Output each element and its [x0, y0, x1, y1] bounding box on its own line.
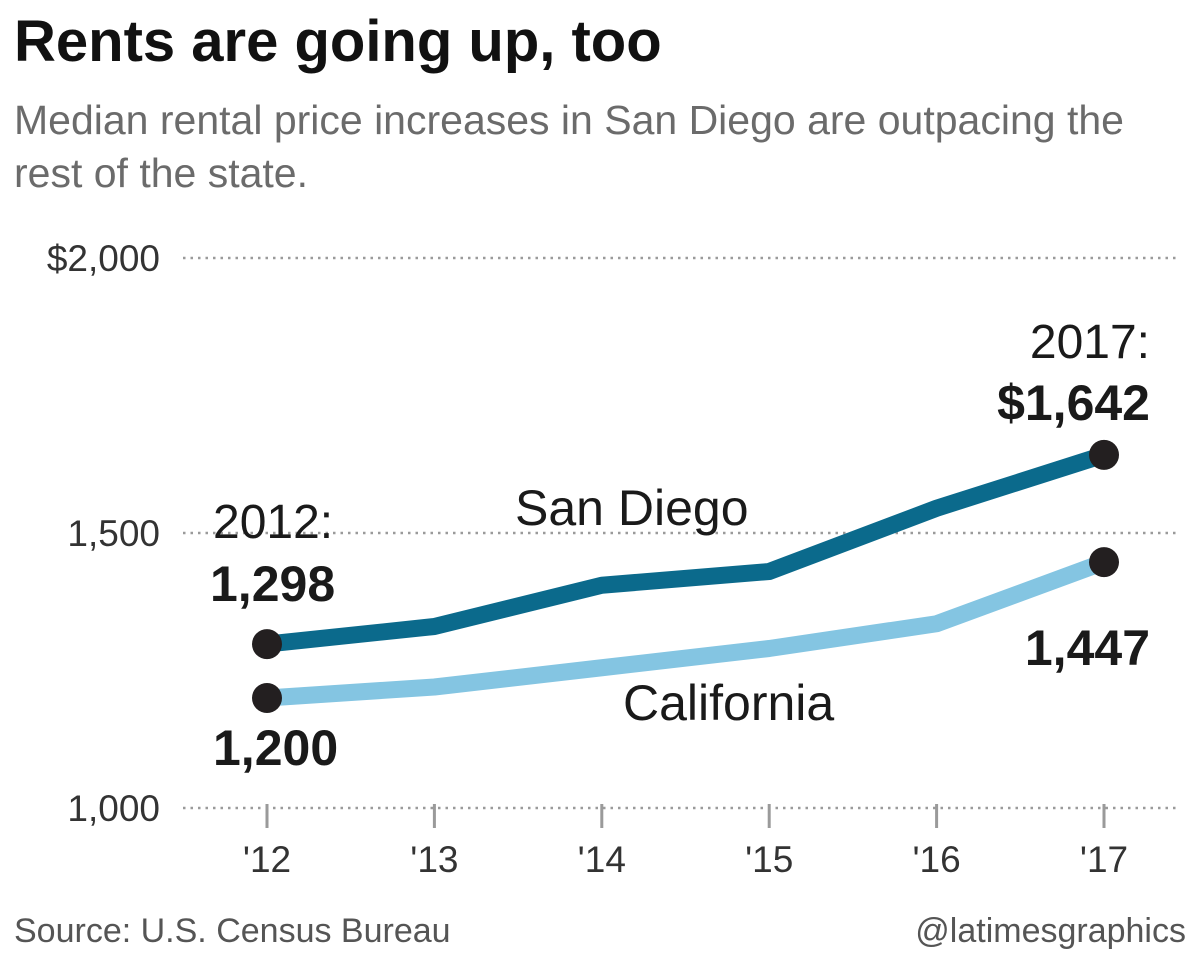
y-tick-label-1000: 1,000 — [67, 788, 160, 829]
x-axis-ticks: '12 '13 '14 '15 '16 '17 — [243, 804, 1128, 880]
source-note: Source: U.S. Census Bureau — [14, 912, 451, 950]
series-label-san-diego: San Diego — [515, 480, 749, 536]
x-tick-label-2012: '12 — [243, 839, 291, 880]
series-line-san-diego — [258, 446, 1113, 653]
x-tick-label-2013: '13 — [410, 839, 458, 880]
ca-end-value-label: 1,447 — [1025, 620, 1150, 676]
series-lines — [258, 446, 1113, 707]
x-tick-label-2015: '15 — [745, 839, 793, 880]
end-year-label: 2017: — [1030, 316, 1150, 369]
start-year-label: 2012: — [213, 496, 333, 549]
ca-start-value-label: 1,200 — [213, 720, 338, 776]
x-tick-label-2017: '17 — [1080, 839, 1128, 880]
x-tick-label-2016: '16 — [912, 839, 960, 880]
endpoint-markers — [252, 439, 1119, 713]
series-label-california: California — [623, 675, 834, 731]
y-axis-ticks: 1,000 1,500 $2,000 — [47, 238, 160, 829]
sd-end-value-label: $1,642 — [997, 375, 1150, 431]
x-tick-label-2014: '14 — [578, 839, 626, 880]
marker-san-diego-2017 — [1089, 439, 1119, 470]
gridlines — [183, 256, 1180, 810]
marker-california-2017 — [1089, 547, 1119, 578]
y-tick-label-2000: $2,000 — [47, 238, 160, 279]
marker-san-diego-2012 — [252, 629, 282, 660]
line-chart: 1,000 1,500 $2,000 '12 '13 '14 '15 '16 '17 2012… — [47, 238, 1180, 880]
credit-line: @latimesgraphics — [915, 912, 1186, 950]
sd-start-value-label: 1,298 — [210, 556, 335, 612]
y-tick-label-1500: 1,500 — [67, 513, 160, 554]
chart-title: Rents are going up, too — [14, 9, 662, 74]
chart-subtitle: Median rental price increases in San Die… — [14, 97, 1124, 197]
marker-california-2012 — [252, 683, 282, 713]
annotations: 2012: 1,298 1,200 2017: $1,642 1,447 San… — [210, 316, 1150, 776]
series-line-california — [258, 553, 1113, 707]
